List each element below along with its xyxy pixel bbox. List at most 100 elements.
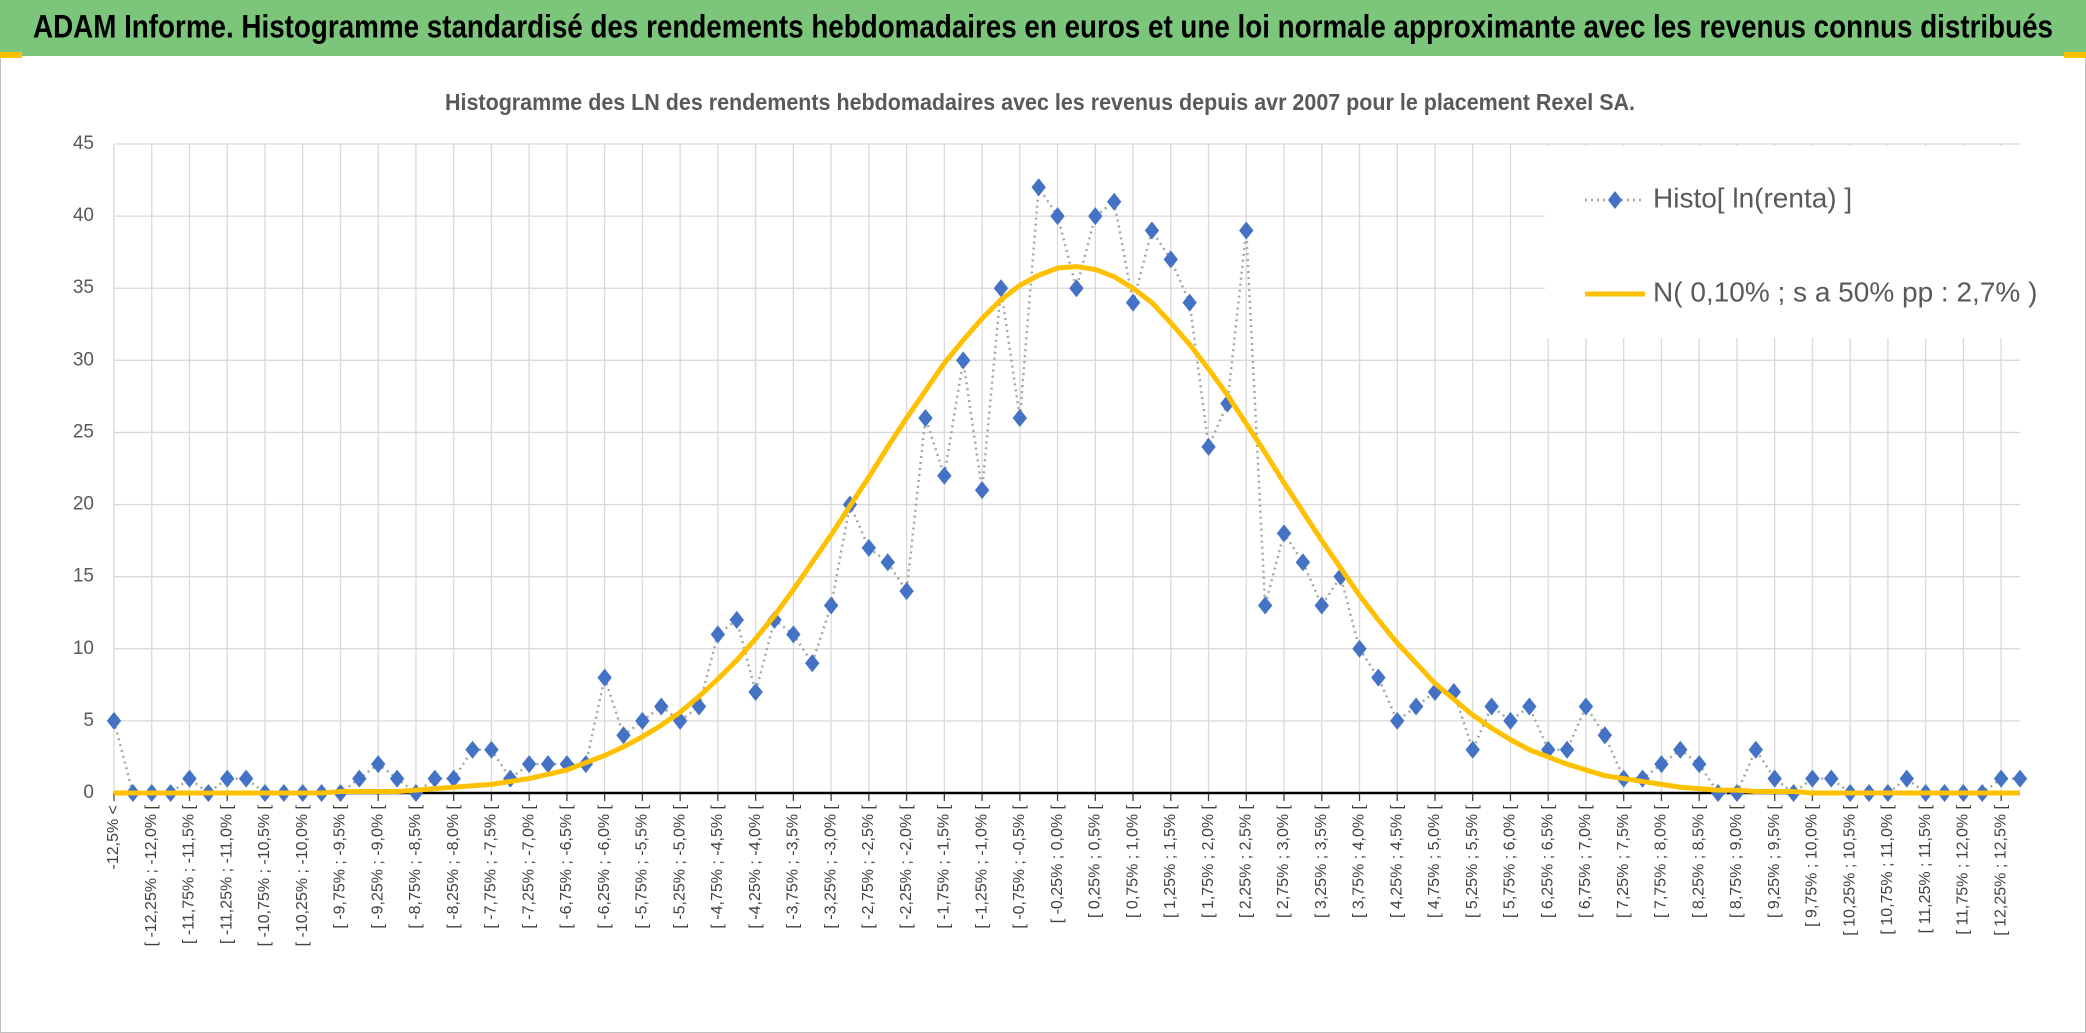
x-tick-label: [ -9,75% ; -9,5% [ (332, 804, 349, 928)
chart-title: ADAM Informe. Histogramme standardisé de… (33, 8, 2053, 44)
x-tick-label: [ -0,25% ; 0,0% [ (1049, 804, 1066, 923)
marker (1012, 409, 1028, 428)
marker (389, 769, 405, 788)
y-tick-label: 10 (73, 638, 94, 659)
marker (1106, 192, 1122, 211)
marker (1276, 524, 1292, 543)
x-tick-label: [ 6,75% ; 7,0% [ (1577, 804, 1594, 918)
x-tick-label: [ 7,25% ; 7,5% [ (1615, 804, 1632, 918)
marker (1295, 553, 1311, 572)
marker (1371, 668, 1386, 687)
marker (1201, 437, 1216, 456)
y-tick-label: 45 (73, 133, 94, 154)
marker (672, 711, 688, 730)
marker (1144, 221, 1160, 240)
x-tick-label: [ 8,25% ; 8,5% [ (1690, 804, 1707, 918)
marker (805, 654, 820, 673)
x-tick-label: [ -3,75% ; -3,5% [ (785, 804, 802, 928)
marker (861, 538, 877, 557)
x-tick-label: [ -4,25% ; -4,0% [ (747, 804, 764, 928)
marker (748, 683, 763, 702)
x-tick-label: [ -10,75% ; -10,5% [ (256, 804, 273, 946)
x-tick-label: [ -2,75% ; -2,5% [ (860, 804, 877, 928)
marker (993, 279, 1009, 298)
y-tick-label: 35 (73, 277, 94, 298)
marker (1352, 639, 1367, 658)
marker (616, 726, 631, 745)
x-tick-label: [ -5,75% ; -5,5% [ (634, 804, 651, 928)
x-tick-label: -12,5% < (105, 805, 122, 869)
marker (1163, 250, 1178, 269)
marker (1257, 596, 1273, 615)
x-tick-label: [ -12,25% ; -12,0% [ (143, 804, 160, 946)
x-tick-label: [ 10,25% ; 10,5% [ (1841, 804, 1858, 935)
marker (1484, 697, 1499, 716)
marker (1050, 207, 1065, 226)
marker (1088, 207, 1103, 226)
marker (899, 582, 914, 601)
x-tick-label: [ 2,75% ; 3,0% [ (1275, 804, 1292, 918)
marker (635, 711, 650, 730)
x-tick-label: [ 2,25% ; 2,5% [ (1237, 804, 1254, 918)
x-tick-label: [ -8,25% ; -8,0% [ (445, 804, 462, 928)
marker (465, 740, 480, 759)
corner (0, 52, 22, 58)
x-tick-label: [ 9,75% ; 10,0% [ (1804, 804, 1821, 926)
marker (1390, 711, 1405, 730)
marker (2012, 769, 2028, 788)
normal-curve (114, 264, 2020, 796)
x-tick-label: [ -5,25% ; -5,0% [ (671, 804, 688, 928)
x-tick-label: [ -2,25% ; -2,0% [ (898, 804, 915, 928)
marker (1597, 726, 1613, 745)
y-tick-label: 0 (83, 782, 94, 803)
x-tick-label: [ 12,25% ; 12,5% [ (1992, 804, 2009, 935)
x-tick-label: [ 11,25% ; 11,5% [ (1917, 804, 1934, 933)
y-tick-label: 30 (73, 349, 94, 370)
x-tick-label: [ -10,25% ; -10,0% [ (294, 804, 311, 946)
marker (1691, 755, 1707, 774)
x-tick-label: [ -0,75% ; -0,5% [ (1011, 804, 1028, 928)
marker (597, 668, 612, 687)
x-tick-label: [ 4,75% ; 5,0% [ (1426, 804, 1443, 918)
marker (918, 409, 933, 428)
x-tick-label: [ -8,75% ; -8,5% [ (407, 804, 424, 928)
marker (220, 769, 235, 788)
x-tick-label: [ 5,25% ; 5,5% [ (1464, 804, 1481, 918)
legend-box (1545, 146, 2020, 338)
marker (1239, 221, 1254, 240)
marker (1824, 769, 1839, 788)
marker (238, 769, 254, 788)
x-tick-label: [ 8,75% ; 9,0% [ (1728, 804, 1745, 918)
x-tick-label: [ -7,75% ; -7,5% [ (483, 804, 500, 928)
x-tick-label: [ 5,75% ; 6,0% [ (1502, 804, 1519, 918)
marker (370, 755, 386, 774)
marker (767, 610, 782, 629)
marker (446, 769, 461, 788)
y-tick-label: 40 (73, 205, 94, 226)
x-tick-label: [ 11,75% ; 12,0% [ (1955, 804, 1972, 934)
y-tick-label: 5 (83, 710, 94, 731)
x-tick-label: [ -1,25% ; -1,0% [ (973, 804, 990, 928)
marker (1767, 769, 1782, 788)
x-tick-label: [ -11,25% ; -11,0% [ (218, 804, 235, 944)
x-tick-label: [ 6,25% ; 6,5% [ (1539, 804, 1556, 918)
x-tick-label: [ 0,75% ; 1,0% [ (1124, 804, 1141, 918)
corner (2064, 52, 2086, 58)
marker (1578, 697, 1594, 716)
marker (654, 697, 669, 716)
x-tick-label: [ -7,25% ; -7,0% [ (520, 804, 537, 928)
x-tick-label: [ -4,75% ; -4,5% [ (709, 804, 726, 928)
y-tick-label: 25 (73, 421, 94, 442)
marker (1125, 293, 1141, 312)
legend-label: N( 0,10% ; s a 50% pp : 2,7% ) (1653, 276, 2037, 307)
x-tick-label: [ 7,75% ; 8,0% [ (1653, 804, 1670, 918)
marker (956, 351, 971, 370)
x-tick-label: [ 3,25% ; 3,5% [ (1313, 804, 1330, 918)
marker (1805, 769, 1820, 788)
marker (1559, 740, 1575, 759)
legend-marker (1608, 191, 1622, 209)
marker (1314, 596, 1329, 615)
marker (1069, 279, 1084, 298)
x-tick-label: [ -9,25% ; -9,0% [ (369, 804, 386, 928)
